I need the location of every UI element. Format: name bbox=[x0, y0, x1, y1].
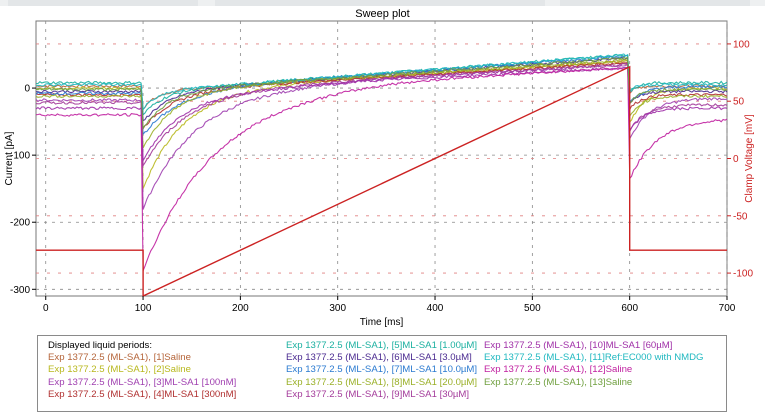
x-tick-label: 400 bbox=[427, 303, 444, 314]
current-trace-9 bbox=[35, 62, 728, 168]
y2-tick-label: -100 bbox=[733, 269, 753, 280]
y-axis-label: Current [pA] bbox=[4, 131, 15, 185]
legend-entry: Exp 1377.2.5 (ML-SA1), [2]Saline bbox=[48, 364, 191, 376]
legend-entry: Exp 1377.2.5 (ML-SA1), [7]ML-SA1 [10.0µM… bbox=[286, 364, 478, 376]
current-trace-11 bbox=[35, 53, 728, 111]
x-tick-label: 100 bbox=[135, 303, 152, 314]
legend-column-2: Exp 1377.2.5 (ML-SA1), [5]ML-SA1 [1.00µM… bbox=[286, 340, 477, 401]
current-trace-10 bbox=[35, 66, 728, 163]
legend-entry: Exp 1377.2.5 (ML-SA1), [9]ML-SA1 [30µM] bbox=[286, 388, 470, 400]
x-axis-label: Time [ms] bbox=[360, 317, 404, 328]
legend-entry: Exp 1377.2.5 (ML-SA1), [13]Saline bbox=[484, 376, 633, 388]
legend-entry: Exp 1377.2.5 (ML-SA1), [12]Saline bbox=[484, 364, 633, 376]
legend-entry: Exp 1377.2.5 (ML-SA1), [11]Ref:EC000 wit… bbox=[484, 352, 704, 364]
x-tick-label: 600 bbox=[621, 303, 638, 314]
legend-entry: Exp 1377.2.5 (ML-SA1), [10]ML-SA1 [60µM] bbox=[484, 340, 673, 351]
current-trace-12 bbox=[35, 67, 728, 271]
legend-column-1: Displayed liquid periods: Exp 1377.2.5 (… bbox=[48, 340, 236, 401]
y2-tick-label: 100 bbox=[733, 39, 750, 50]
legend-header: Displayed liquid periods: bbox=[48, 340, 152, 351]
x-tick-label: 700 bbox=[719, 303, 736, 314]
legend-entry: Exp 1377.2.5 (ML-SA1), [8]ML-SA1 [20.0µM… bbox=[286, 376, 478, 388]
x-tick-label: 0 bbox=[43, 303, 49, 314]
current-trace-13 bbox=[35, 56, 728, 130]
legend-entry: Exp 1377.2.5 (ML-SA1), [4]ML-SA1 [300nM] bbox=[48, 388, 237, 400]
y2-axis-label: Clamp Voltage [mV] bbox=[744, 114, 755, 203]
legend-entry: Exp 1377.2.5 (ML-SA1), [3]ML-SA1 [100nM] bbox=[48, 376, 237, 388]
x-tick-label: 500 bbox=[524, 303, 541, 314]
y2-tick-label: 0 bbox=[733, 154, 739, 165]
legend-column-3: Exp 1377.2.5 (ML-SA1), [10]ML-SA1 [60µM]… bbox=[484, 340, 704, 389]
legend-box: Displayed liquid periods: Exp 1377.2.5 (… bbox=[37, 335, 727, 412]
voltage-protocol-line bbox=[36, 65, 727, 298]
x-tick-label: 200 bbox=[232, 303, 249, 314]
y-tick-label: -100 bbox=[10, 151, 30, 162]
y-tick-label: 0 bbox=[24, 84, 30, 95]
legend-entry: Exp 1377.2.5 (ML-SA1), [6]ML-SA1 [3.0µM] bbox=[286, 352, 472, 364]
x-tick-label: 300 bbox=[329, 303, 346, 314]
legend-entry: Exp 1377.2.5 (ML-SA1), [5]ML-SA1 [1.00µM… bbox=[286, 340, 478, 351]
y-tick-label: -300 bbox=[10, 285, 30, 296]
y2-tick-label: -50 bbox=[733, 211, 748, 222]
y-tick-label: -200 bbox=[10, 218, 30, 229]
chart-title: Sweep plot bbox=[355, 8, 410, 20]
y2-tick-label: 50 bbox=[733, 97, 745, 108]
legend-entry: Exp 1377.2.5 (ML-SA1), [1]Saline bbox=[48, 352, 191, 364]
top-toolbar-strip bbox=[0, 0, 765, 6]
